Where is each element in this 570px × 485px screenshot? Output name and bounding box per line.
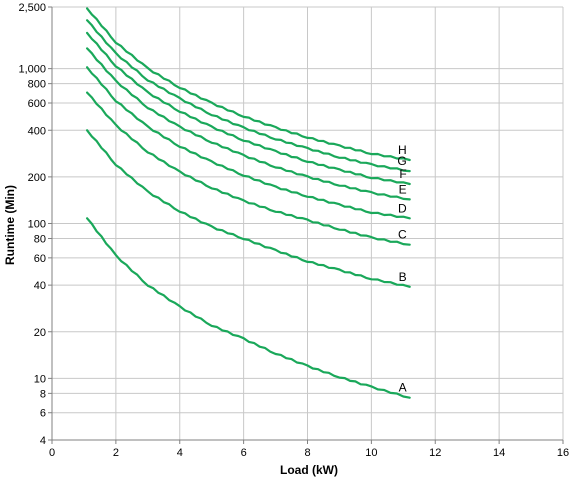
series-line-e (86, 47, 411, 201)
y-tick-label: 8 (40, 388, 46, 400)
x-tick-label: 4 (177, 447, 183, 459)
series-label-f: F (399, 167, 406, 181)
x-tick-label: 10 (365, 447, 377, 459)
series-label-h: H (398, 143, 407, 157)
x-tick-label: 0 (49, 447, 55, 459)
x-tick-label: 2 (113, 447, 119, 459)
y-tick-label: 4 (40, 435, 46, 447)
y-tick-label: 200 (28, 172, 46, 184)
x-axis-title: Load (kW) (280, 463, 338, 477)
series-line-c (86, 91, 411, 246)
y-tick-label: 40 (34, 280, 46, 292)
series-line-a (86, 217, 411, 399)
series-line-d (86, 66, 411, 220)
y-tick-label: 10 (34, 373, 46, 385)
series-line-f (86, 31, 411, 186)
y-tick-label: 800 (28, 79, 46, 91)
series-line-b (86, 129, 411, 288)
series-label-c: C (398, 228, 407, 242)
series-label-a: A (399, 381, 407, 395)
y-tick-label: 20 (34, 327, 46, 339)
axes: 0 2 4 6 8 10 12 14 16 4 6 8 10 20 40 60 80 100 200 400 600 80… (18, 2, 569, 459)
x-tick-label: 16 (557, 447, 569, 459)
y-tick-label: 100 (28, 219, 46, 231)
y-tick-label: 1,000 (18, 64, 46, 76)
y-tick-label: 6 (40, 408, 46, 420)
y-tick-label: 80 (34, 234, 46, 246)
series-line-g (86, 19, 411, 173)
series-label-b: B (399, 270, 407, 284)
series-label-d: D (398, 201, 407, 215)
x-tick-label: 6 (241, 447, 247, 459)
series-line-h (86, 7, 411, 162)
y-axis-title: Runtime (Min) (3, 185, 17, 265)
y-tick-label: 60 (34, 253, 46, 265)
series-label-g: G (397, 154, 406, 168)
x-tick-label: 8 (304, 447, 310, 459)
y-tick-label: 600 (28, 98, 46, 110)
series-label-e: E (399, 182, 407, 196)
y-tick-label: 2,500 (18, 2, 46, 14)
x-tick-label: 12 (429, 447, 441, 459)
series-lines (86, 7, 411, 399)
y-tick-label: 400 (28, 125, 46, 137)
grid (52, 6, 564, 440)
x-tick-label: 14 (493, 447, 505, 459)
